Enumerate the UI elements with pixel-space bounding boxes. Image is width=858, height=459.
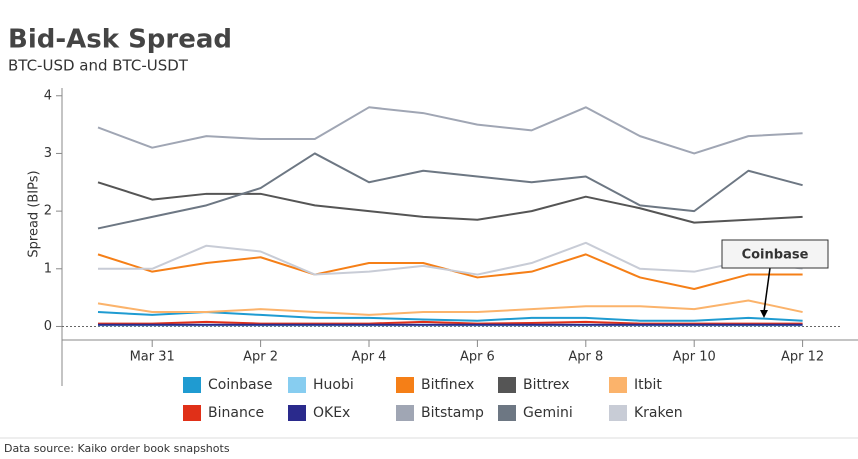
x-tick-label: Apr 4 bbox=[352, 350, 387, 365]
series-line bbox=[98, 320, 803, 325]
annotation-arrow bbox=[763, 267, 771, 313]
chart-title: Bid-Ask Spread bbox=[8, 25, 232, 55]
x-tick-label: Mar 31 bbox=[130, 350, 175, 365]
y-axis-label: Spread (BIPs) bbox=[27, 170, 42, 257]
series-line bbox=[97, 311, 803, 322]
legend-swatch bbox=[396, 405, 414, 421]
series-line bbox=[97, 152, 803, 230]
legend-label: Huobi bbox=[313, 377, 354, 393]
annotation-arrowhead bbox=[760, 310, 768, 318]
x-tick-label: Apr 8 bbox=[568, 350, 603, 365]
y-tick-label: 4 bbox=[44, 88, 52, 103]
legend-label: Bittrex bbox=[523, 377, 570, 393]
y-tick-label: 3 bbox=[44, 146, 52, 161]
legend-label: Kraken bbox=[634, 405, 683, 421]
legend-label: Bitfinex bbox=[421, 377, 474, 393]
legend-swatch bbox=[183, 377, 201, 393]
legend-label: Binance bbox=[208, 405, 264, 421]
x-tick-label: Apr 12 bbox=[781, 350, 824, 365]
y-tick-label: 2 bbox=[44, 204, 52, 219]
annotation-text: Coinbase bbox=[742, 248, 809, 263]
chart-subtitle: BTC-USD and BTC-USDT bbox=[8, 57, 189, 75]
y-tick-label: 1 bbox=[44, 261, 52, 276]
y-tick-label: 0 bbox=[44, 319, 52, 334]
legend-swatch bbox=[609, 377, 627, 393]
legend-swatch bbox=[288, 405, 306, 421]
legend-swatch bbox=[498, 377, 516, 393]
legend-swatch bbox=[396, 377, 414, 393]
x-tick-label: Apr 6 bbox=[460, 350, 495, 365]
series-line bbox=[97, 299, 803, 316]
legend-swatch bbox=[609, 405, 627, 421]
legend-label: Coinbase bbox=[208, 377, 272, 393]
legend-swatch bbox=[498, 405, 516, 421]
x-tick-label: Apr 10 bbox=[673, 350, 716, 365]
series-line bbox=[97, 181, 803, 224]
series-line bbox=[97, 106, 803, 155]
legend-label: Itbit bbox=[634, 377, 662, 393]
legend-swatch bbox=[183, 405, 201, 421]
x-tick-label: Apr 2 bbox=[243, 350, 278, 365]
legend-label: Gemini bbox=[523, 405, 573, 421]
annotation-box bbox=[721, 239, 829, 269]
legend-swatch bbox=[288, 377, 306, 393]
legend-label: OKEx bbox=[313, 405, 350, 421]
series-line bbox=[98, 241, 803, 276]
source-note: Data source: Kaiko order book snapshots bbox=[4, 442, 230, 455]
legend-label: Bitstamp bbox=[421, 405, 484, 421]
